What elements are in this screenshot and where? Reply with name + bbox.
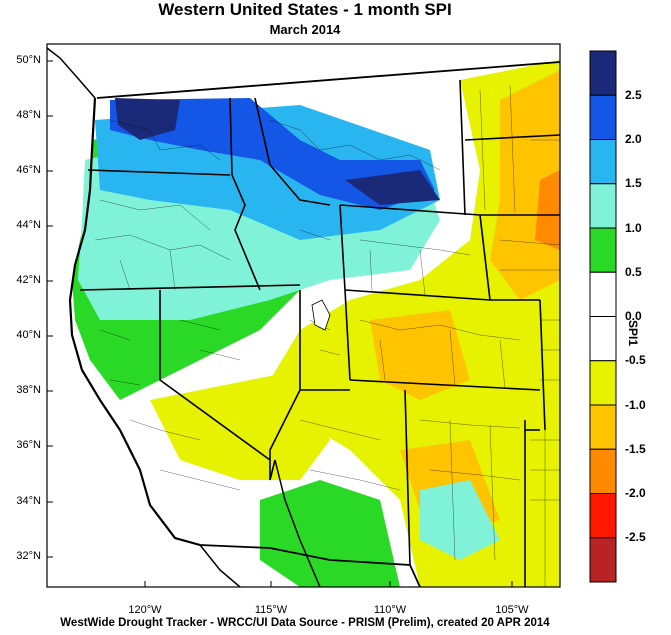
great-salt-lake (311, 299, 331, 331)
lat-label-50: 50°N (16, 54, 41, 66)
lon-label-120: 120°W (128, 604, 162, 616)
lat-label-42: 42°N (16, 274, 41, 286)
lat-label-32: 32°N (16, 550, 41, 562)
canada-border (96, 61, 560, 99)
colorbar-swatch (589, 404, 617, 450)
colorbar-swatch (589, 227, 617, 273)
colorbar (589, 50, 617, 583)
region-orange-2 (370, 310, 470, 400)
state-borders (79, 79, 560, 587)
colorbar-swatch (589, 183, 617, 229)
colorbar-swatch (589, 360, 617, 406)
legend-label-0.0: 0.0 (625, 309, 642, 323)
lon-label-105: 105°W (495, 604, 529, 616)
lat-label-46: 46°N (16, 164, 41, 176)
region-darkorange (535, 170, 560, 250)
map-frame (46, 43, 561, 588)
legend-label-neg2.0: -2.0 (625, 486, 646, 500)
colorbar-swatch (589, 316, 617, 362)
legend-label-neg0.5: -0.5 (625, 353, 646, 367)
region-green-south (260, 480, 400, 587)
colorbar-swatch (589, 537, 617, 583)
region-navy-1 (115, 98, 180, 140)
lon-label-110: 110°W (373, 604, 407, 616)
legend-title: SPI1 (626, 320, 640, 347)
lat-label-48: 48°N (16, 109, 41, 121)
lat-label-44: 44°N (16, 219, 41, 231)
legend-label-2.5: 2.5 (625, 88, 642, 102)
region-navy-2 (345, 170, 440, 205)
region-yellow-sw (150, 370, 330, 480)
colorbar-swatch (589, 271, 617, 317)
colorbar-swatch (589, 493, 617, 539)
legend-label-2.0: 2.0 (625, 132, 642, 146)
colorbar-swatch (589, 139, 617, 185)
lon-ticks (144, 581, 513, 587)
map-subtitle: March 2014 (269, 22, 341, 37)
mexico-coast (199, 544, 241, 587)
colorbar-swatch (589, 50, 617, 96)
map-title: Western United States - 1 month SPI (158, 0, 452, 19)
county-lines (94, 84, 560, 587)
legend-label-neg1.0: -1.0 (625, 398, 646, 412)
lat-ticks (47, 60, 53, 558)
legend-label-neg2.5: -2.5 (625, 530, 646, 544)
coastline (68, 97, 201, 547)
legend-label-0.5: 0.5 (625, 265, 642, 279)
legend-label-neg1.5: -1.5 (625, 442, 646, 456)
gulf-california (274, 459, 321, 587)
region-green-nm (420, 480, 500, 560)
legend-label-1.5: 1.5 (625, 176, 642, 190)
lat-label-34: 34°N (16, 495, 41, 507)
lon-label-115: 115°W (254, 604, 288, 616)
mexico-border (199, 544, 421, 587)
lat-label-36: 36°N (16, 439, 41, 451)
footer-credit: WestWide Drought Tracker - WRCC/UI Data … (60, 617, 550, 629)
legend-label-1.0: 1.0 (625, 221, 642, 235)
canada-coast (47, 47, 96, 99)
lat-label-40: 40°N (16, 329, 41, 341)
lat-label-38: 38°N (16, 384, 41, 396)
region-white-ca (100, 400, 200, 535)
colorbar-swatch (589, 94, 617, 140)
colorbar-swatch (589, 448, 617, 494)
